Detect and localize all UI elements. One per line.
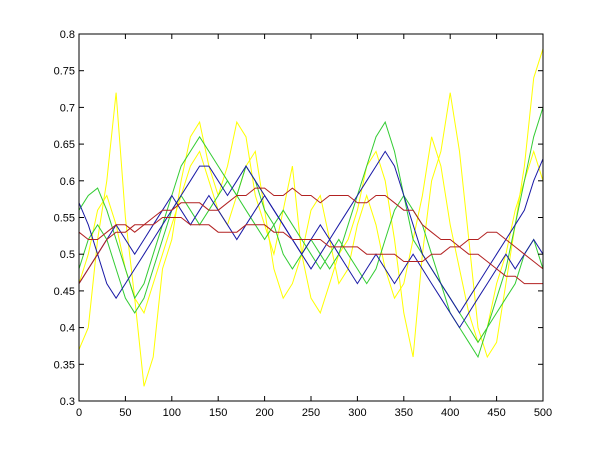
y-tick-label: 0.55 <box>54 213 75 225</box>
y-tick-label: 0.35 <box>54 359 75 371</box>
y-tick-label: 0.7 <box>60 102 75 114</box>
x-tick-label: 50 <box>119 407 131 419</box>
series-line-7 <box>78 187 543 285</box>
series-line-1 <box>78 48 544 387</box>
plot-background <box>79 34 543 401</box>
y-tick-label: 0.5 <box>60 249 75 261</box>
y-tick-label: 0.65 <box>54 139 75 151</box>
x-tick-label: 450 <box>487 407 505 419</box>
x-axis: 0 50 100 150 200 250 300 350 400 450 500 <box>76 34 552 419</box>
x-tick-label: 250 <box>302 407 320 419</box>
series-line-4 <box>78 179 544 344</box>
y-tick-label: 0.75 <box>54 66 75 78</box>
y-tick-label: 0.4 <box>60 323 75 335</box>
y-axis: 0.3 0.35 0.4 0.45 0.5 0.55 0.6 0.65 0.7 0.75 0.8 <box>54 29 543 408</box>
x-tick-label: 350 <box>395 407 413 419</box>
y-tick-label: 0.45 <box>54 286 75 298</box>
x-tick-label: 400 <box>441 407 459 419</box>
x-tick-label: 150 <box>209 407 227 419</box>
y-tick-label: 0.6 <box>60 176 75 188</box>
series-layer <box>78 48 544 387</box>
y-tick-label: 0.8 <box>60 29 75 41</box>
series-line-2 <box>78 136 544 344</box>
x-tick-label: 300 <box>348 407 366 419</box>
series-line-8 <box>78 217 544 284</box>
x-tick-label: 500 <box>534 407 552 419</box>
x-tick-label: 100 <box>163 407 181 419</box>
x-tick-label: 0 <box>76 407 82 419</box>
x-tick-label: 200 <box>255 407 273 419</box>
y-tick-label: 0.3 <box>60 396 75 408</box>
series-line-5 <box>78 150 544 314</box>
